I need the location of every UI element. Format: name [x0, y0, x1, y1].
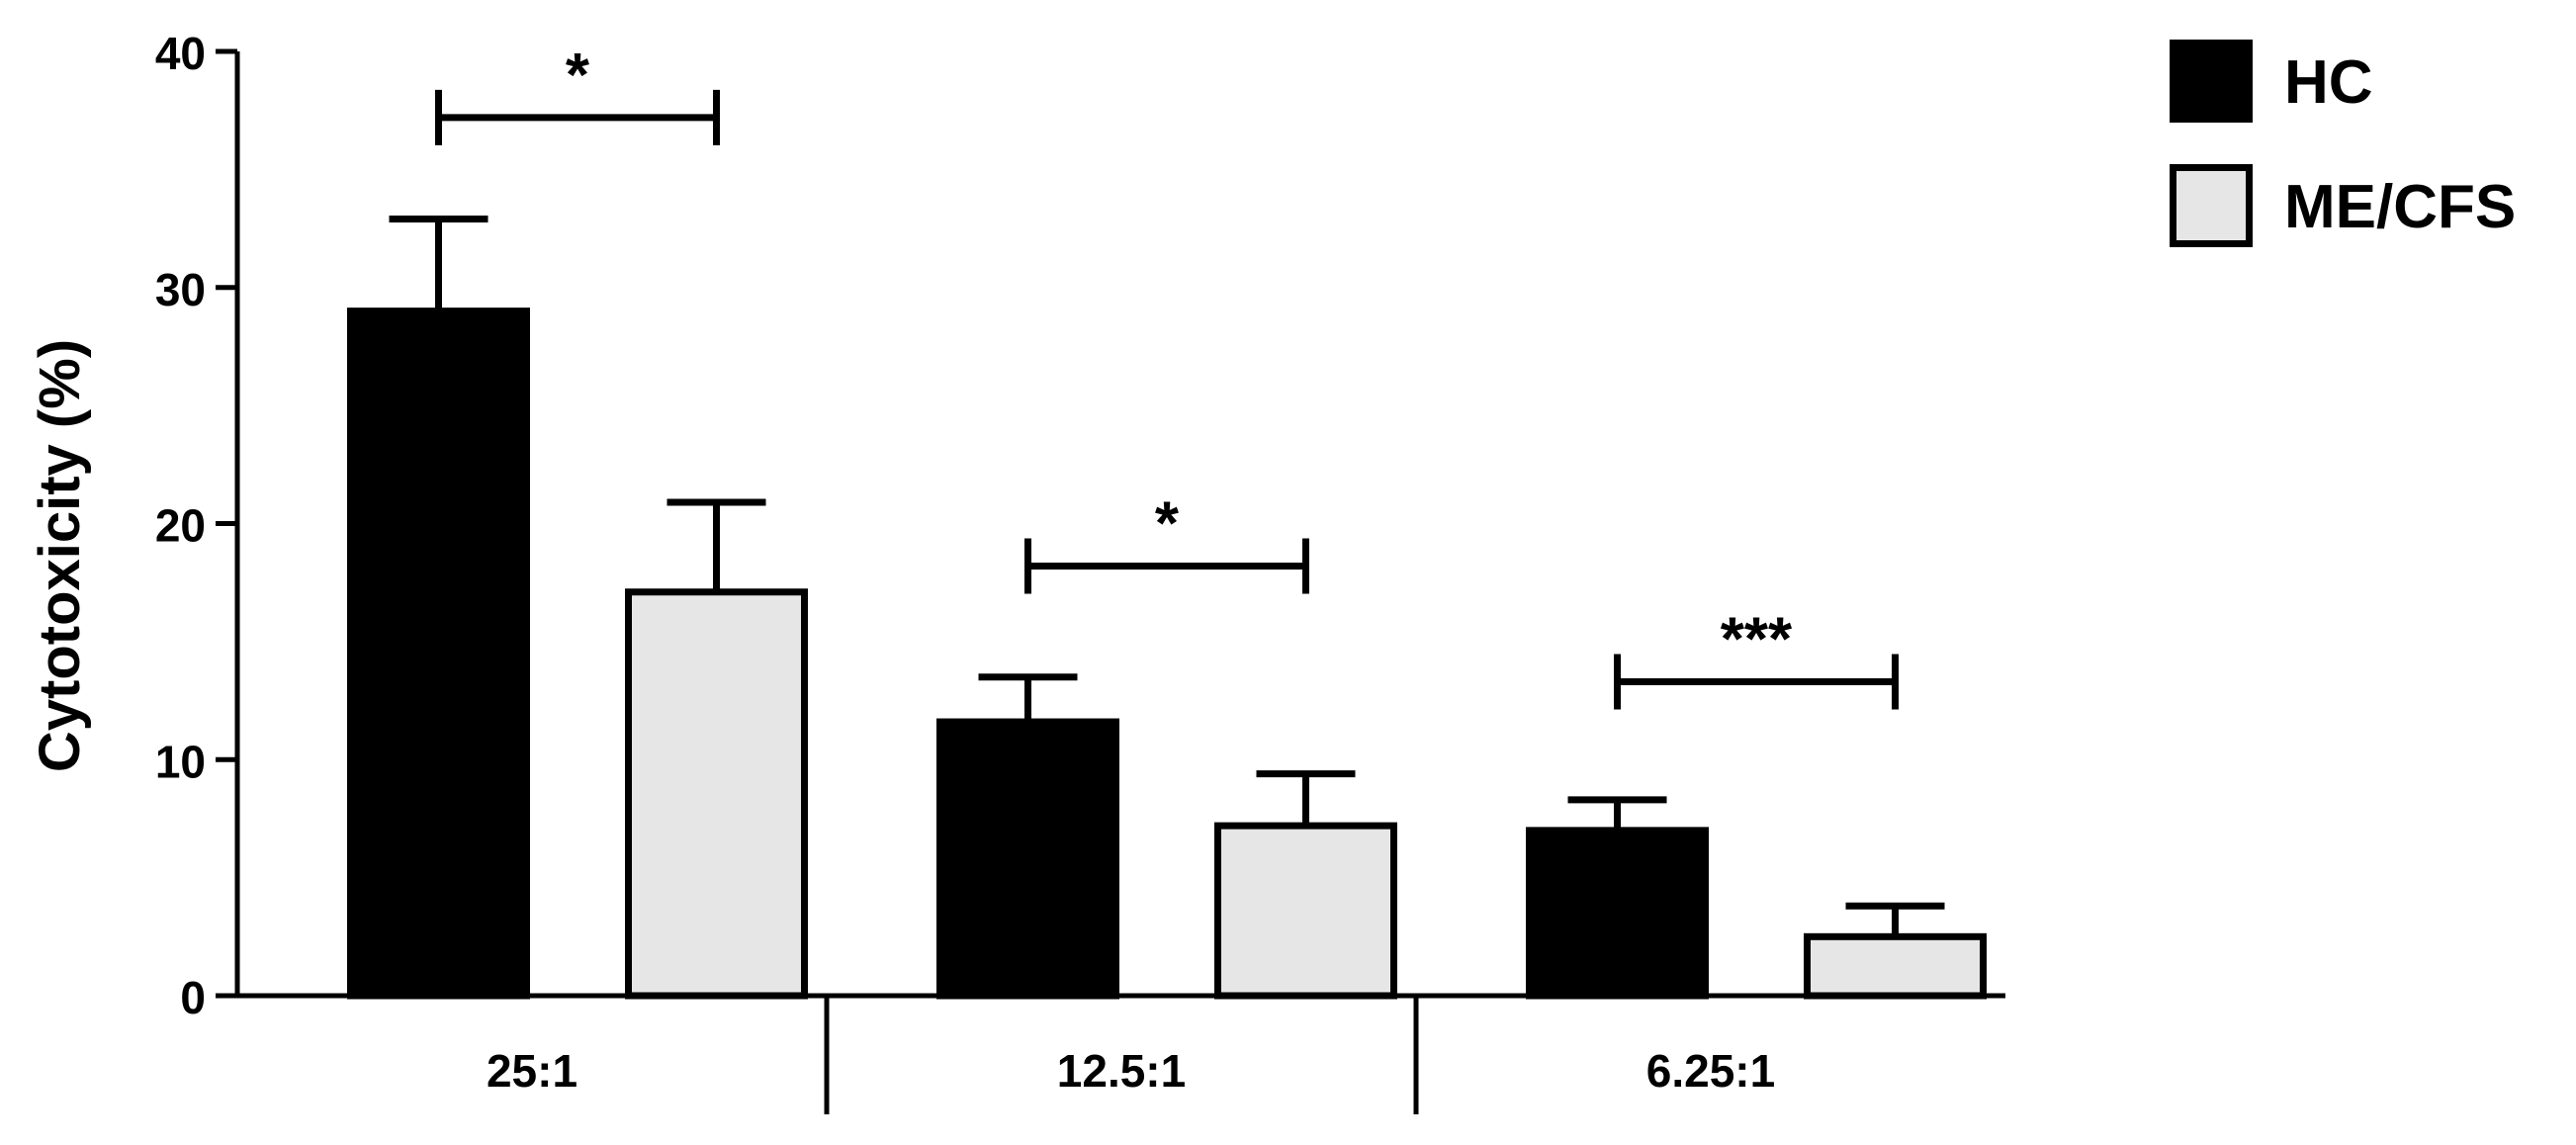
x-tick-label: 6.25:1 [1646, 1045, 1775, 1097]
x-tick-label: 25:1 [487, 1045, 577, 1097]
significance-label: *** [1721, 605, 1793, 673]
x-tick-label: 12.5:1 [1057, 1045, 1186, 1097]
legend-swatch-hc [2170, 40, 2253, 123]
plot-area: ***** [347, 42, 1987, 1000]
significance-label: * [1155, 489, 1180, 558]
y-axis-label: Cytotoxicity (%) [28, 339, 92, 772]
y-tick-label: 10 [155, 736, 206, 787]
bar-me-cfs-2 [1804, 932, 1987, 1000]
legend-label-hc: HC [2284, 48, 2373, 117]
y-tick-label: 0 [180, 972, 206, 1023]
bar-me-cfs-0 [625, 588, 808, 1000]
bar-hc-0 [347, 308, 530, 1000]
y-tick-label: 20 [155, 500, 206, 552]
y-tick-label: 30 [155, 264, 206, 315]
axes: Cytotoxicity (%) 0 10 20 30 40 25:1 12.5:1 6.25… [28, 28, 2005, 1114]
legend: HC ME/CFS [2170, 40, 2516, 247]
bar-hc-1 [936, 718, 1119, 1000]
y-tick-label: 40 [155, 28, 206, 79]
significance-label: * [566, 42, 590, 110]
legend-swatch-me-cfs [2170, 164, 2253, 247]
legend-label-me-cfs: ME/CFS [2284, 173, 2516, 241]
bar-hc-2 [1526, 827, 1709, 1000]
bar-me-cfs-1 [1214, 822, 1397, 1000]
